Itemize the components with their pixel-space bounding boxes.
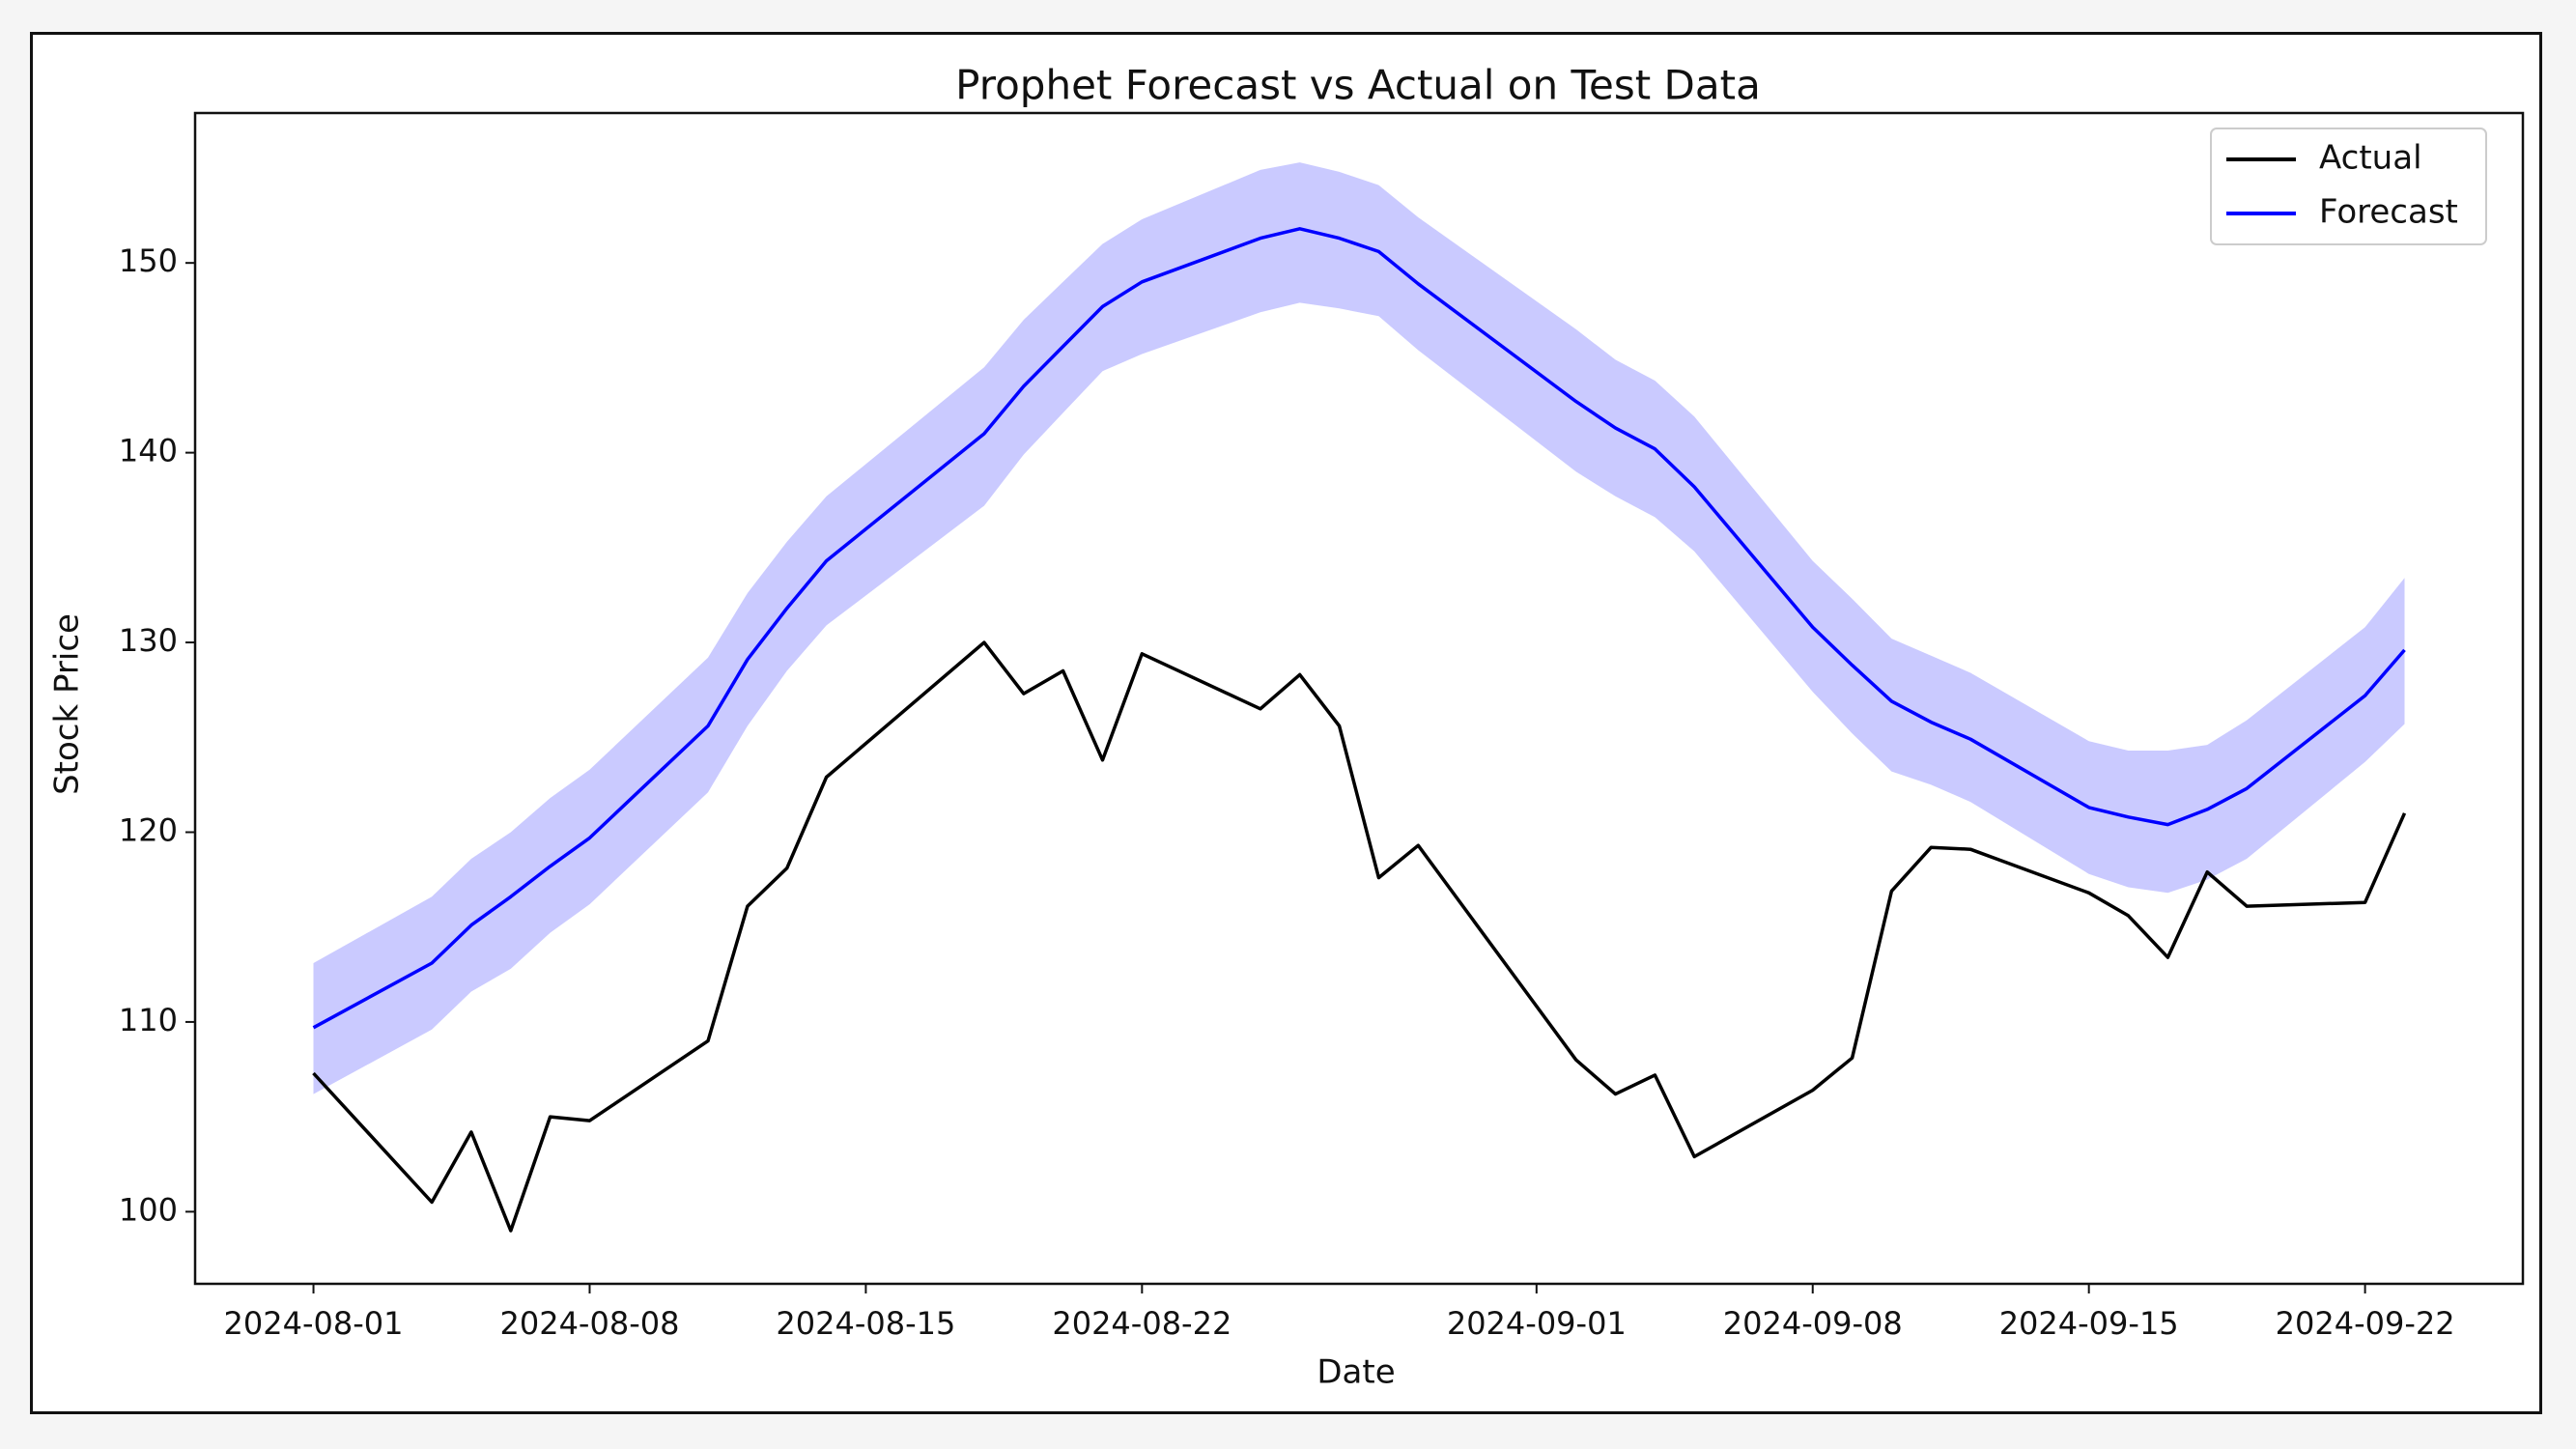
forecast-line xyxy=(312,227,2406,1030)
y-tick-label: 100 xyxy=(119,1191,178,1228)
series-lines xyxy=(312,227,2407,1233)
figure-frame: Prophet Forecast vs Actual on Test Data … xyxy=(30,32,2542,1414)
y-tick-label: 110 xyxy=(119,1002,178,1038)
x-axis-label: Date xyxy=(1316,1353,1395,1392)
uncertainty-interval xyxy=(313,162,2405,1094)
x-tick-label: 2024-08-08 xyxy=(499,1305,679,1342)
chart-title: Prophet Forecast vs Actual on Test Data xyxy=(955,62,1761,109)
x-tick-label: 2024-08-15 xyxy=(776,1305,955,1342)
actual-line xyxy=(312,640,2407,1233)
chart: Prophet Forecast vs Actual on Test Data … xyxy=(48,62,2525,1392)
x-tick-label: 2024-09-22 xyxy=(2276,1305,2455,1342)
x-tick-label: 2024-09-01 xyxy=(1447,1305,1627,1342)
x-axis: 2024-08-01 2024-08-08 2024-08-15 2024-08-22… xyxy=(224,1284,2455,1342)
y-tick-label: 140 xyxy=(119,433,178,469)
legend-label-forecast: Forecast xyxy=(2319,193,2458,232)
forecast-interval-band xyxy=(313,162,2405,1094)
y-tick-label: 150 xyxy=(119,242,178,279)
x-tick-label: 2024-09-08 xyxy=(1723,1305,1903,1342)
x-tick-label: 2024-08-22 xyxy=(1052,1305,1231,1342)
legend-label-actual: Actual xyxy=(2319,139,2422,178)
plot-area xyxy=(193,111,2525,1286)
x-tick-label: 2024-09-15 xyxy=(1999,1305,2179,1342)
y-tick-label: 130 xyxy=(119,622,178,659)
x-tick-label: 2024-08-01 xyxy=(224,1305,404,1342)
y-tick-label: 120 xyxy=(119,811,178,848)
legend: Actual Forecast xyxy=(2210,128,2487,245)
y-axis-label: Stock Price xyxy=(48,613,87,795)
y-axis: 100 110 120 130 140 150 xyxy=(119,242,195,1228)
